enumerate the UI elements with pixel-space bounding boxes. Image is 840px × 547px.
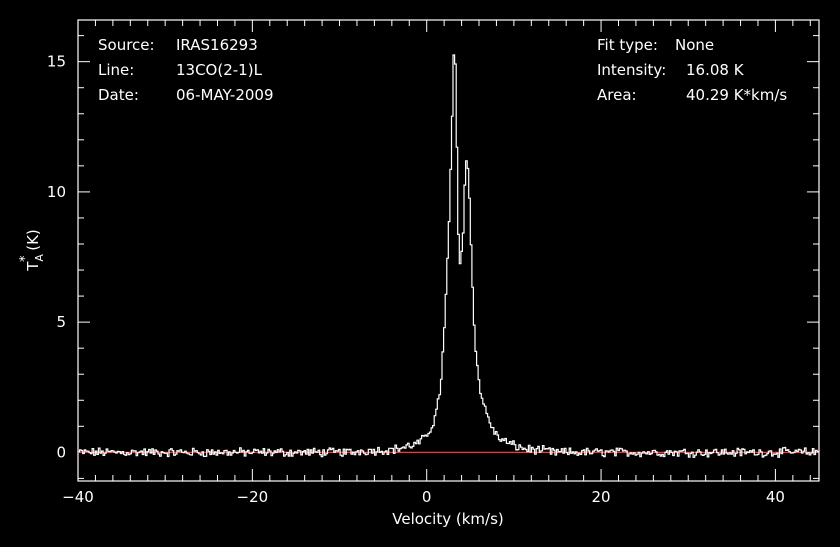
svg-text:TA* (K): TA* (K) xyxy=(18,229,46,272)
info-line-key: Line: xyxy=(98,61,134,79)
info-fit-type-key: Fit type: xyxy=(597,36,658,54)
y-tick-label: 0 xyxy=(56,443,66,461)
x-tick-label: 20 xyxy=(592,488,611,506)
x-axis-title: Velocity (km/s) xyxy=(392,510,503,528)
y-axis-title-sup: * xyxy=(18,255,33,262)
y-axis-title-base: T xyxy=(24,261,42,272)
info-date-key: Date: xyxy=(98,86,139,104)
x-tick-label: −20 xyxy=(237,488,269,506)
spectrum-line xyxy=(78,54,820,458)
y-tick-label: 15 xyxy=(47,53,66,71)
info-intensity-key: Intensity: xyxy=(597,61,666,79)
info-date-value: 06-MAY-2009 xyxy=(176,86,274,104)
info-source-key: Source: xyxy=(98,36,155,54)
y-tick-label: 10 xyxy=(47,183,66,201)
plot-frame xyxy=(77,19,820,482)
info-fit-type-value: None xyxy=(675,36,714,54)
x-tick-label: 40 xyxy=(766,488,785,506)
info-area-key: Area: xyxy=(597,86,637,104)
info-intensity-value: 16.08 K xyxy=(686,61,745,79)
info-source-value: IRAS16293 xyxy=(176,36,258,54)
x-tick-label: −40 xyxy=(62,488,94,506)
axis-ticks xyxy=(77,20,819,481)
x-tick-label: 0 xyxy=(422,488,432,506)
info-area-value: 40.29 K*km/s xyxy=(686,86,787,104)
axis-tick-labels: −40 −20 0 20 40 0 5 10 15 xyxy=(47,53,785,506)
y-axis-title: TA* (K) xyxy=(18,229,46,272)
y-axis-title-sub: A xyxy=(33,254,46,262)
y-tick-label: 5 xyxy=(56,313,66,331)
info-line-value: 13CO(2-1)L xyxy=(176,61,263,79)
y-axis-title-unit: (K) xyxy=(24,229,42,255)
